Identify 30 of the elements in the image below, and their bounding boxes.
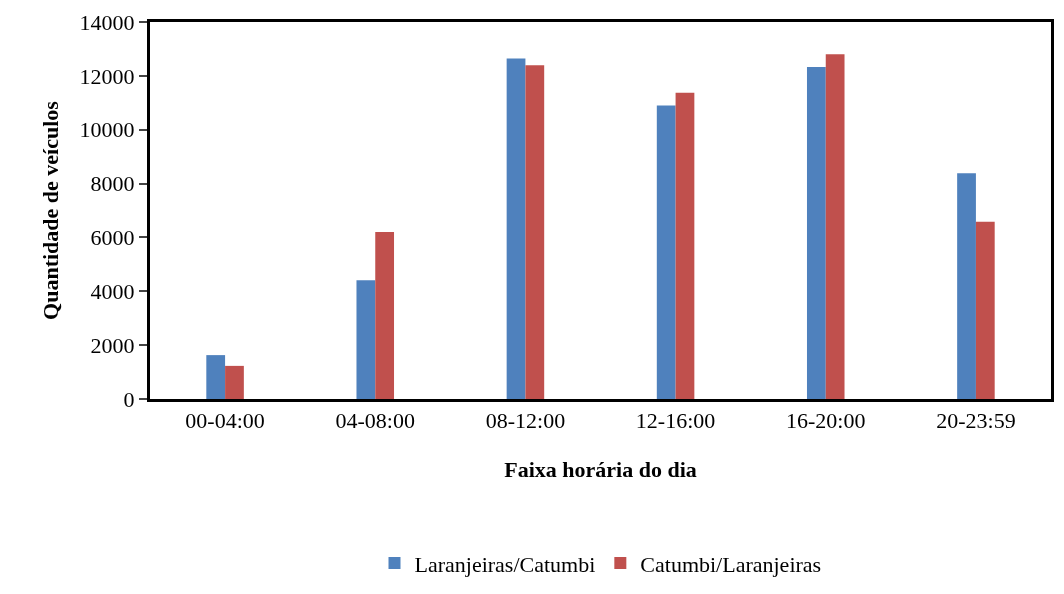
x-tick-label: 12-16:00: [635, 408, 716, 434]
bar: [206, 355, 226, 399]
y-tick-label: 8000: [90, 171, 135, 197]
x-tick-label: 04-08:00: [335, 408, 415, 434]
bar: [806, 66, 826, 399]
bar: [975, 221, 995, 399]
x-tick-label: 08-12:00: [485, 408, 566, 434]
bar: [656, 105, 676, 399]
bar: [825, 54, 845, 399]
x-tick-label: 20-23:59: [936, 408, 1016, 434]
x-axis-title: Faixa horária do dia: [504, 457, 697, 483]
x-tick-label: 00-04:00: [185, 408, 265, 434]
bar: [356, 280, 376, 399]
y-axis-title: Quantidade de veículos: [38, 100, 64, 320]
legend-label: Catumbi/Laranjeiras: [640, 551, 822, 577]
y-tick-label: 12000: [79, 63, 135, 89]
bar: [225, 365, 244, 399]
legend-label: Laranjeiras/Catumbi: [414, 551, 596, 577]
y-tick-label: 10000: [79, 117, 135, 143]
x-tick-label: 16-20:00: [786, 408, 866, 434]
bar: [525, 65, 545, 399]
y-tick-label: 14000: [79, 9, 135, 35]
bar: [375, 232, 395, 399]
y-tick-label: 2000: [90, 332, 135, 358]
y-tick-label: 4000: [90, 278, 135, 304]
bar: [675, 92, 695, 399]
y-tick-label: 0: [123, 386, 135, 412]
bar: [506, 58, 526, 399]
bar: [957, 173, 976, 399]
y-tick-label: 6000: [90, 225, 135, 251]
